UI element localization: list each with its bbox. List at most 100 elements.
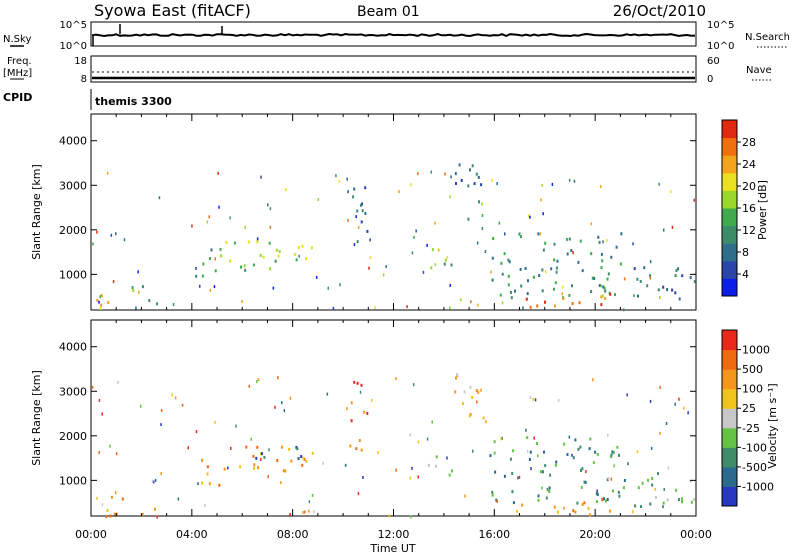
velocity-cell	[602, 497, 605, 501]
velocity-cell	[541, 486, 543, 490]
power-cell	[220, 254, 223, 258]
velocity-cell	[346, 407, 348, 411]
velocity-cell	[282, 469, 285, 473]
power-cell	[256, 237, 259, 241]
power-cell	[568, 237, 571, 241]
velocity-cell	[156, 515, 158, 519]
power-cell	[600, 266, 603, 270]
power-cell	[606, 239, 608, 243]
velocity-cell	[526, 436, 529, 440]
power-colorbar-swatch	[722, 120, 737, 139]
velocity-colorbar-tick-label: 25	[742, 402, 756, 415]
power-cell	[99, 306, 102, 310]
velocity-colorbar-swatch	[722, 466, 737, 487]
power-cell	[649, 276, 652, 280]
power-cell	[209, 288, 211, 292]
power-cell	[413, 235, 415, 239]
power-cell	[473, 182, 476, 186]
nsearch-label: N.Search	[745, 32, 790, 43]
velocity-cell	[174, 396, 177, 400]
velocity-cell	[636, 450, 639, 454]
power-cell	[633, 294, 635, 298]
power-cell	[361, 209, 364, 213]
station-title: Syowa East (fitACF)	[94, 1, 251, 20]
velocity-colorbar-tick-label: 1000	[742, 344, 770, 357]
velocity-cell	[610, 477, 613, 481]
velocity-cell	[518, 475, 521, 479]
velocity-cell	[154, 478, 157, 482]
velocity-cell	[553, 505, 556, 509]
power-colorbar-swatch	[722, 172, 737, 191]
velocity-cell	[109, 514, 112, 518]
power-cell	[541, 289, 544, 293]
velocity-cell	[594, 450, 597, 454]
velocity-cell	[154, 507, 157, 511]
power-cell	[562, 297, 565, 300]
power-colorbar-swatch	[722, 225, 737, 244]
velocity-ylabel: Slant Range [km]	[30, 370, 43, 466]
power-cell	[138, 290, 140, 294]
power-cell	[675, 269, 678, 272]
power-cell	[539, 232, 542, 236]
velocity-cell	[585, 470, 587, 474]
velocity-cell	[388, 514, 391, 518]
power-cell	[677, 267, 680, 271]
velocity-cell	[533, 436, 535, 440]
power-cell	[490, 270, 492, 274]
power-cell	[571, 284, 573, 288]
power-cell	[410, 183, 412, 187]
velocity-cell	[587, 506, 590, 510]
power-cell	[347, 190, 349, 194]
power-cell	[659, 296, 661, 300]
power-cell	[606, 277, 609, 281]
velocity-cell	[358, 439, 361, 442]
power-cell	[600, 303, 603, 307]
velocity-colorbar-swatch	[722, 330, 737, 351]
power-cell	[100, 294, 103, 298]
velocity-cell	[357, 492, 360, 496]
velocity-colorbar-tick-label: -500	[742, 461, 767, 474]
velocity-cell	[475, 389, 478, 392]
time-tick-label: 00:00	[680, 528, 712, 541]
velocity-cell	[632, 510, 634, 514]
velocity-cell	[489, 454, 492, 458]
power-cell	[593, 276, 596, 280]
velocity-cell	[595, 500, 598, 504]
velocity-cell	[592, 378, 594, 382]
velocity-cell	[235, 424, 237, 428]
velocity-cell	[197, 482, 199, 486]
velocity-cell	[665, 422, 668, 425]
velocity-cell	[662, 501, 665, 505]
power-colorbar-swatch	[722, 155, 737, 174]
velocity-cell	[303, 457, 306, 461]
velocity-colorbar-tick-label: -25	[742, 422, 760, 435]
velocity-cell	[496, 499, 498, 503]
power-cell	[455, 182, 457, 185]
velocity-cell	[596, 452, 599, 456]
power-cell	[536, 304, 539, 308]
power-cell	[467, 184, 470, 188]
power-cell	[597, 235, 600, 239]
velocity-cell	[471, 396, 474, 399]
power-colorbar-tick-label: 24	[742, 158, 756, 171]
velocity-cell	[463, 390, 466, 394]
power-cell	[632, 242, 634, 246]
power-colorbar-swatch	[722, 208, 737, 227]
velocity-data-marks	[91, 373, 696, 519]
velocity-colorbar-swatch	[722, 408, 737, 429]
power-cell	[639, 279, 642, 283]
power-cell	[96, 298, 99, 302]
power-cell	[507, 283, 510, 287]
power-cell	[658, 182, 660, 186]
power-cell	[481, 214, 484, 217]
power-cell	[609, 292, 612, 296]
power-cell	[259, 253, 262, 257]
power-cell	[649, 260, 652, 264]
velocity-cell	[427, 463, 430, 467]
cpid-label: CPID	[3, 91, 32, 104]
velocity-cell	[517, 476, 519, 480]
power-cell	[471, 164, 474, 168]
power-cell	[614, 293, 616, 297]
velocity-cell	[544, 464, 547, 468]
nave-label: Nave	[746, 65, 772, 76]
